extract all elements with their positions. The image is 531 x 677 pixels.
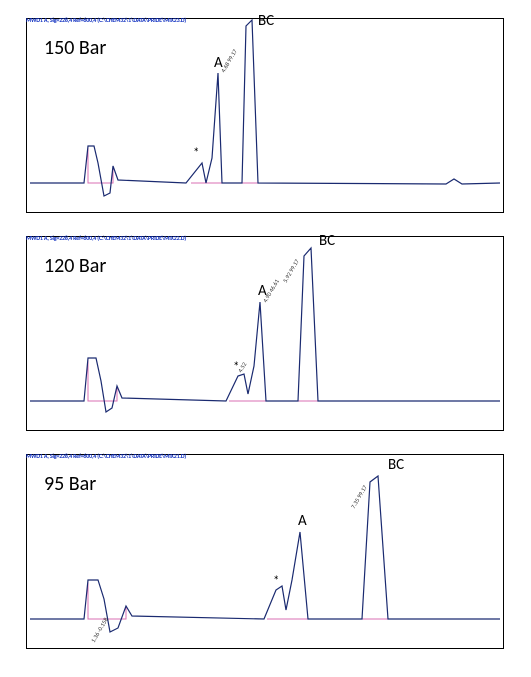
chromatogram-trace [26, 454, 504, 649]
peak-label-BC: BC [388, 456, 404, 474]
peak-label-star: * [273, 574, 279, 589]
chromatogram-panel-120bar: MWD1 A, Sig=228,4 Ref=600,4 (C:\CHEM32\1… [26, 236, 504, 431]
chromatogram-panel-95bar: MWD1 A, Sig=228,4 Ref=600,4 (C:\CHEM32\1… [26, 454, 504, 649]
peak-label-BC: BC [258, 12, 274, 30]
signal-trace [30, 248, 500, 412]
integration-baseline [88, 146, 268, 183]
chromatogram-trace [26, 18, 504, 213]
peak-label-A: A [298, 512, 307, 530]
peak-label-BC: BC [319, 232, 335, 250]
integration-baseline [88, 358, 330, 401]
chromatogram-trace [26, 236, 504, 431]
signal-trace [30, 20, 500, 196]
peak-label-star: * [193, 146, 199, 161]
integration-baseline [88, 580, 404, 619]
signal-trace [30, 476, 500, 632]
chromatogram-panel-150bar: MWD1 A, Sig=228,4 Ref=600,4 (C:\CHEM32\1… [26, 18, 504, 213]
